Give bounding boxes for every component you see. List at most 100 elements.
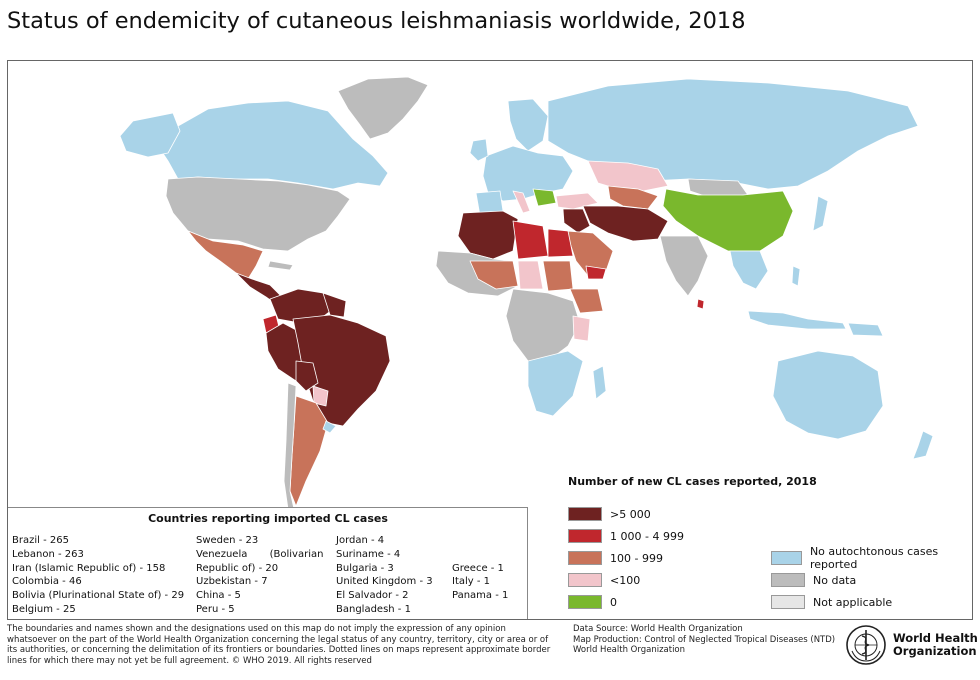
uruguay [322, 420, 337, 434]
colombia-venezuela [269, 288, 337, 324]
legend-item: Not applicable [771, 595, 892, 609]
list-item: Iran (Islamic Republic of) - 158 [12, 562, 166, 574]
source-line: Data Source: World Health Organization [573, 624, 743, 634]
list-item: Lebanon - 263 [12, 548, 84, 560]
kenya [572, 315, 591, 342]
list-item: El Salvador - 2 [336, 590, 409, 602]
legend-swatch [568, 507, 602, 521]
sudan [542, 260, 574, 292]
uk [469, 138, 489, 162]
list-item: Colombia - 46 [12, 576, 82, 588]
alaska [119, 112, 181, 158]
ethiopia [569, 288, 604, 314]
china [662, 188, 794, 252]
imported-cases-box: Countries reporting imported CL cases Br… [8, 507, 528, 619]
legend-label: No autochtonous cases reported [809, 545, 939, 571]
list-item: Brazil - 265 [12, 535, 69, 546]
list-item: Uzbekistan - 7 [196, 576, 268, 588]
papua [847, 322, 884, 337]
list-item: Republic of) - 20 [196, 562, 279, 574]
guianas [322, 292, 347, 318]
list-item: Bolivia (Plurinational State of) - 29 [12, 590, 185, 602]
list-item: Suriname - 4 [336, 548, 401, 560]
legend-item: 100 - 999 [568, 551, 663, 565]
scandinavia [507, 98, 549, 152]
source-line: World Health Organization [573, 645, 686, 655]
legend-label: >5 000 [610, 507, 651, 521]
legend-item: 0 [568, 595, 617, 609]
tunisia-libya [512, 220, 549, 260]
iran-afghanistan [582, 205, 669, 242]
morocco-algeria [457, 210, 519, 260]
legend-swatch [771, 595, 805, 609]
list-item: Panama - 1 [452, 590, 509, 602]
legend-swatch [771, 573, 805, 587]
list-item: China - 5 [196, 590, 241, 602]
madagascar [592, 365, 607, 400]
egypt [547, 228, 574, 258]
southern-africa [527, 350, 584, 417]
legend-item: No autochtonous cases reported [771, 545, 972, 571]
legend-swatch [568, 551, 602, 565]
se-asia [729, 250, 769, 290]
imported-col-4: Greece - 1 Italy - 1 Panama - 1 [452, 562, 508, 603]
list-item: Greece - 1 [452, 562, 504, 574]
bolivia [295, 360, 319, 392]
chad [517, 260, 544, 290]
legend-swatch [568, 573, 602, 587]
legend-item: 1 000 - 4 999 [568, 529, 684, 543]
yemen [585, 265, 607, 280]
philippines [791, 265, 801, 287]
list-item: United Kingdom - 3 [336, 576, 433, 588]
usa [165, 176, 351, 252]
new-zealand [912, 430, 934, 460]
who-emblem-icon [846, 625, 886, 665]
imported-col-2: Sweden - 23 Venezuela (Bolivarian Republ… [196, 534, 323, 617]
japan [812, 195, 829, 232]
who-line-1: World Health [893, 631, 978, 645]
legend-title: Number of new CL cases reported, 2018 [568, 475, 817, 488]
disclaimer-text: The boundaries and names shown and the d… [7, 624, 551, 666]
list-item: Italy - 1 [452, 576, 491, 588]
italy [512, 190, 531, 214]
legend-item: No data [771, 573, 856, 587]
page-title: Status of endemicity of cutaneous leishm… [7, 8, 746, 34]
india [659, 235, 709, 297]
legend-swatch [568, 529, 602, 543]
greenland [337, 76, 429, 140]
source-line: Map Production: Control of Neglected Tro… [573, 634, 836, 645]
legend-label: No data [813, 573, 857, 587]
list-item: Jordan - 4 [336, 535, 385, 546]
data-source: Data Source: World Health Organization M… [573, 624, 835, 656]
iraq-syria [562, 208, 591, 234]
list-item: Peru - 5 [196, 603, 235, 615]
legend-item: >5 000 [568, 507, 651, 521]
map-frame: Countries reporting imported CL cases Br… [7, 60, 973, 620]
greece-balkans [532, 188, 557, 207]
list-item: Sweden - 23 [196, 535, 259, 546]
paraguay [312, 385, 329, 407]
imported-col-1: Brazil - 265 Lebanon - 263 Iran (Islamic… [12, 534, 184, 617]
list-item: Venezuela (Bolivarian [196, 548, 324, 560]
imported-col-3: Jordan - 4 Suriname - 4 Bulgaria - 3 Uni… [336, 534, 433, 617]
list-item: Belgium - 25 [12, 603, 76, 615]
legend-label: 0 [610, 595, 617, 609]
legend-label: 1 000 - 4 999 [610, 529, 684, 543]
mali-niger [469, 260, 519, 290]
legend-item: <100 [568, 573, 640, 587]
legend-label: <100 [610, 573, 641, 587]
legend-label: Not applicable [813, 595, 893, 609]
indonesia [747, 310, 847, 330]
chile [283, 382, 297, 510]
kazakhstan [587, 160, 669, 192]
australia [772, 350, 884, 440]
legend-label: 100 - 999 [610, 551, 663, 565]
list-item: Bangladesh - 1 [336, 603, 411, 615]
legend-swatch [771, 551, 802, 565]
who-logo: World Health Organization [845, 624, 978, 666]
imported-cases-title: Countries reporting imported CL cases [148, 512, 388, 525]
legend-swatch [568, 595, 602, 609]
arabia [565, 230, 614, 277]
sri-lanka [696, 298, 705, 310]
who-name: World Health Organization [893, 632, 978, 658]
